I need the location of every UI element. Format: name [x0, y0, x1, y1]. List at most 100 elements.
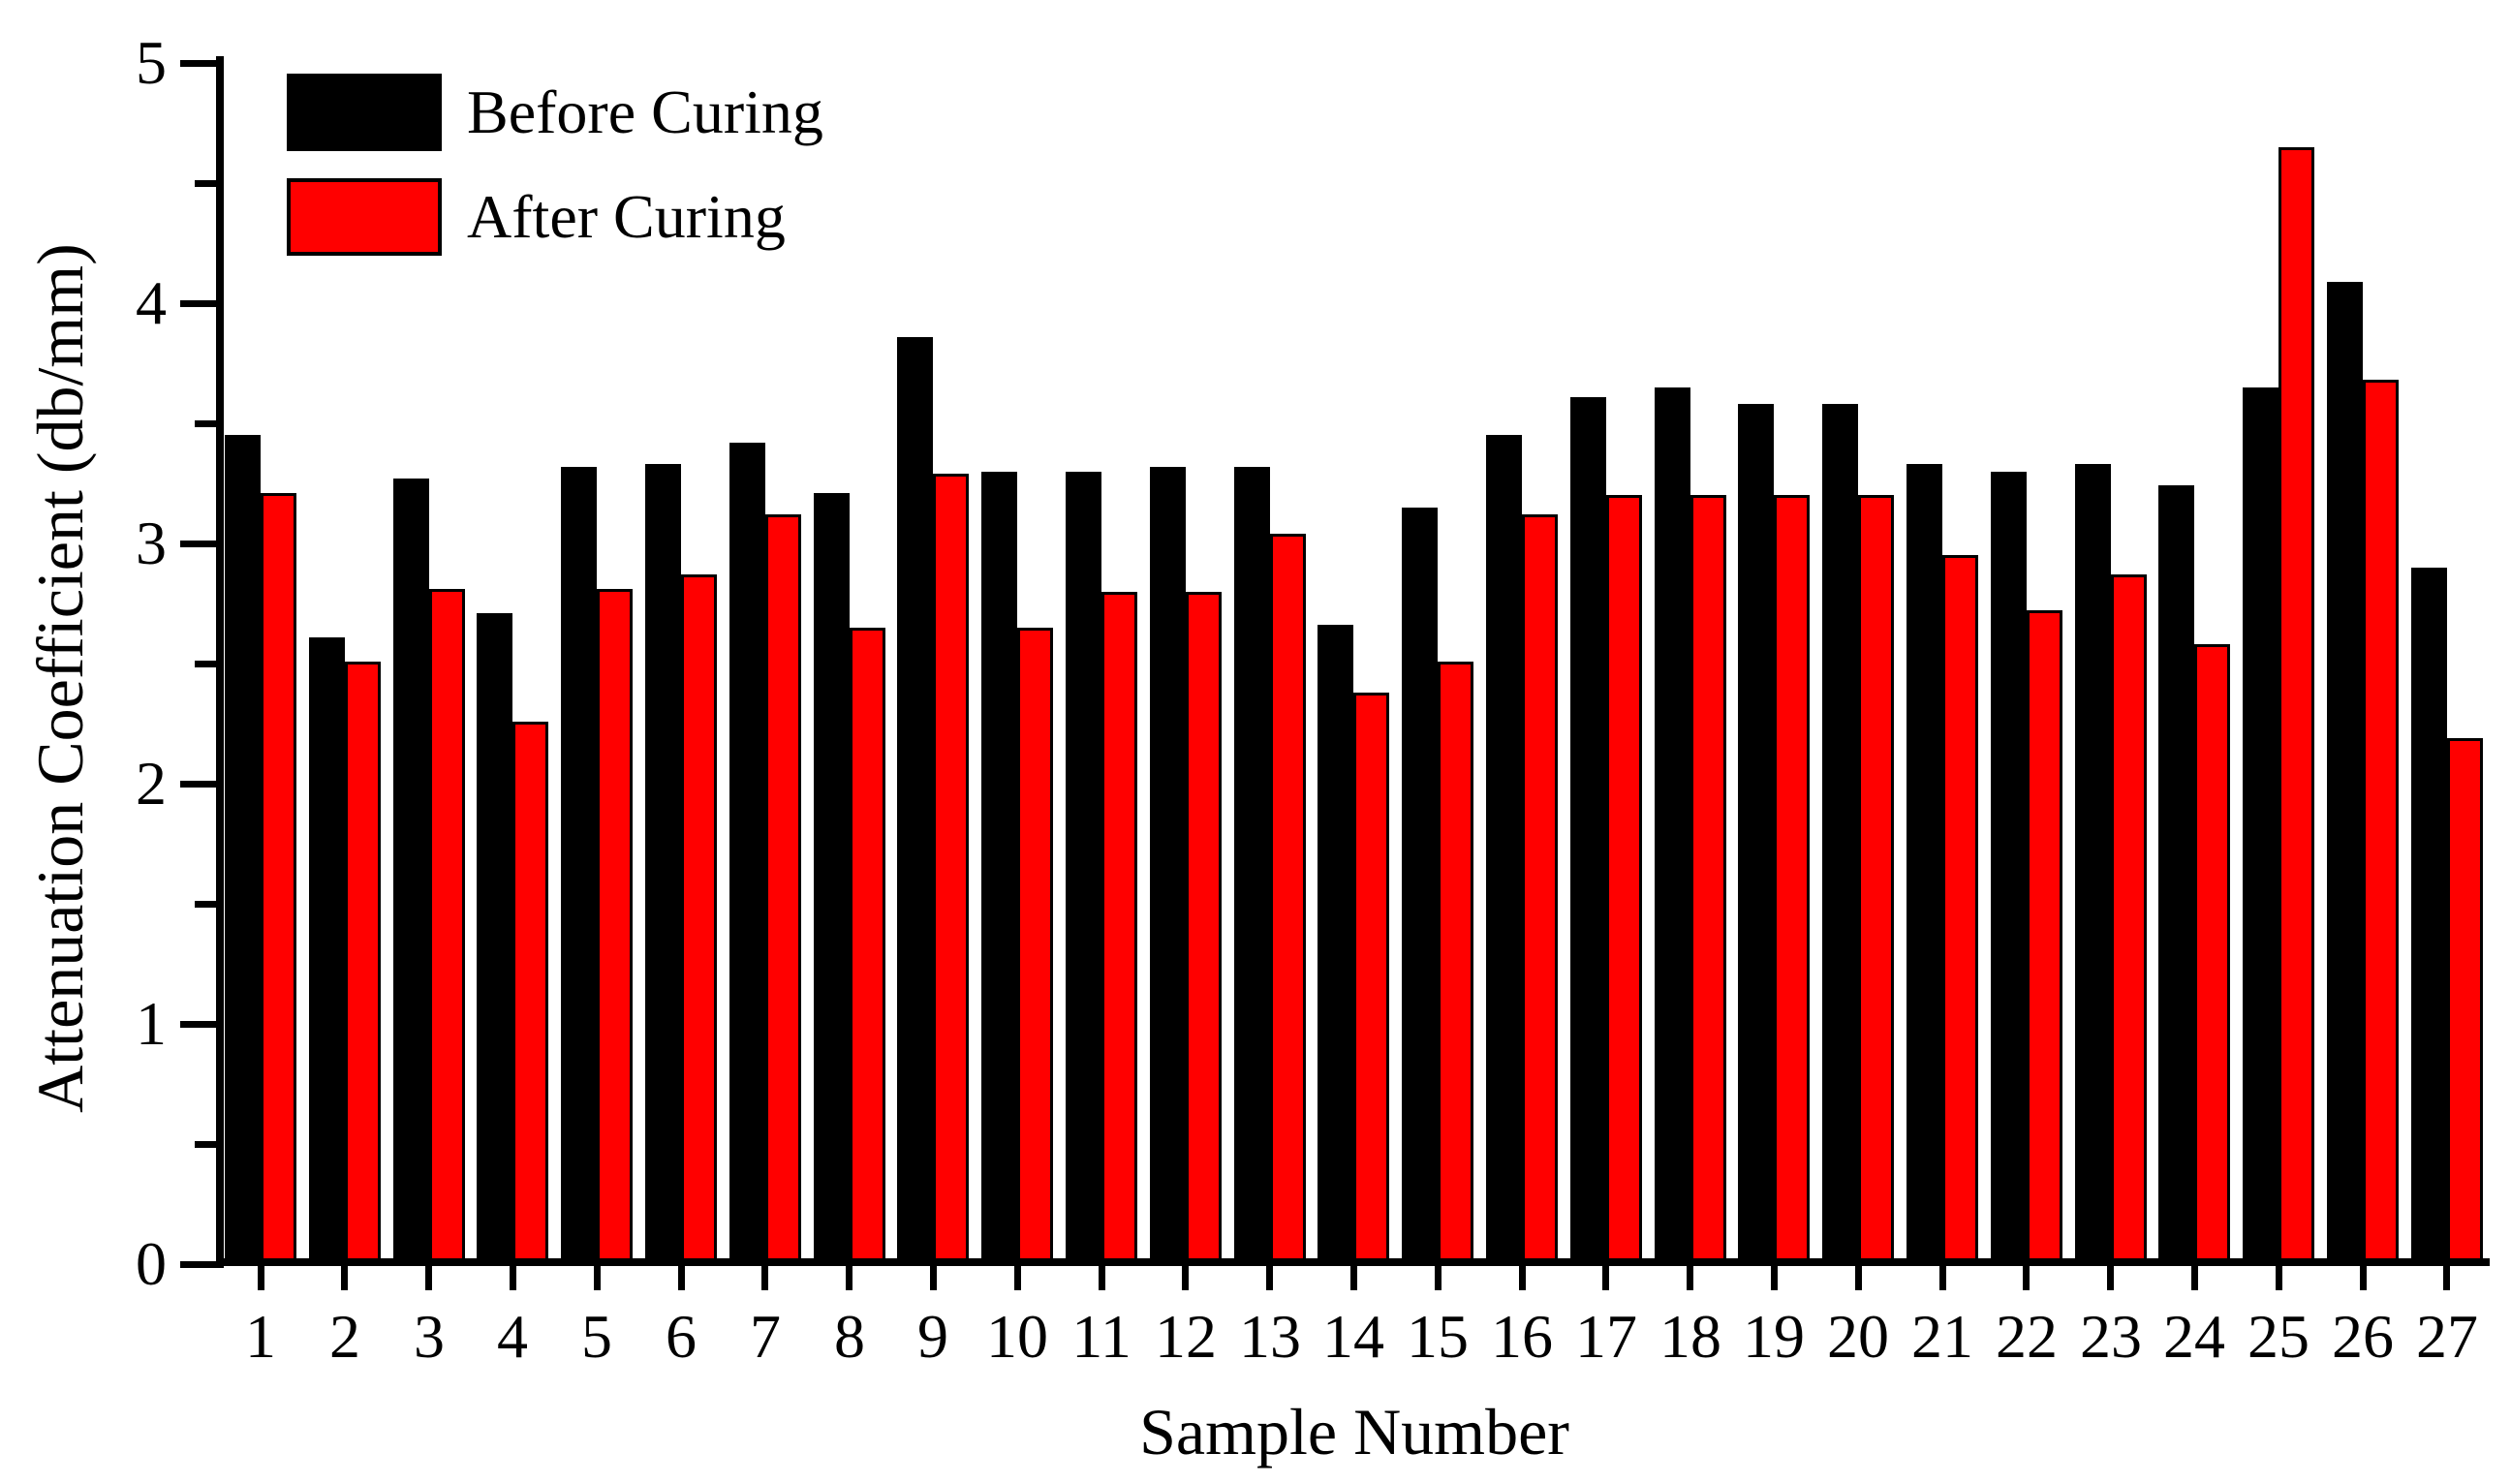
bar-before-curing-sample-23 — [2075, 464, 2111, 1264]
x-axis-title: Sample Number — [1139, 1395, 1569, 1469]
x-tick-sample-8 — [846, 1266, 852, 1290]
bar-before-curing-sample-18 — [1655, 387, 1690, 1264]
x-tick-sample-21 — [1939, 1266, 1946, 1290]
x-tick-sample-7 — [761, 1266, 768, 1290]
x-tick-label-sample-10: 10 — [986, 1302, 1048, 1371]
x-tick-label-sample-18: 18 — [1659, 1302, 1721, 1371]
bar-after-curing-sample-6 — [681, 574, 717, 1264]
x-tick-label-sample-21: 21 — [1911, 1302, 1973, 1371]
bar-after-curing-sample-4 — [512, 722, 548, 1264]
bar-before-curing-sample-1 — [225, 435, 261, 1264]
legend-label-after-curing: After Curing — [467, 182, 786, 251]
x-tick-sample-1 — [258, 1266, 264, 1290]
x-tick-sample-23 — [2107, 1266, 2114, 1290]
bar-after-curing-sample-17 — [1606, 495, 1642, 1264]
x-tick-sample-20 — [1855, 1266, 1862, 1290]
bar-before-curing-sample-5 — [561, 467, 597, 1264]
bar-before-curing-sample-21 — [1906, 464, 1942, 1264]
bar-after-curing-sample-2 — [345, 662, 381, 1264]
bar-after-curing-sample-9 — [933, 474, 969, 1264]
bar-before-curing-sample-6 — [645, 464, 681, 1264]
bar-after-curing-sample-18 — [1690, 495, 1726, 1264]
bar-after-curing-sample-3 — [429, 589, 465, 1264]
x-tick-sample-3 — [425, 1266, 432, 1290]
y-tick-label-0: 0 — [136, 1229, 167, 1298]
y-minor-tick-4.5 — [195, 180, 216, 187]
bar-after-curing-sample-15 — [1438, 662, 1473, 1264]
legend-swatch-before-curing — [287, 74, 442, 151]
bar-after-curing-sample-13 — [1270, 534, 1306, 1264]
bar-after-curing-sample-5 — [597, 589, 633, 1264]
y-major-tick-5 — [180, 60, 216, 67]
bar-after-curing-sample-21 — [1942, 555, 1978, 1264]
y-major-tick-4 — [180, 300, 216, 307]
bar-after-curing-sample-10 — [1017, 628, 1053, 1264]
x-tick-label-sample-9: 9 — [917, 1302, 948, 1371]
x-tick-label-sample-6: 6 — [666, 1302, 697, 1371]
x-tick-sample-15 — [1435, 1266, 1442, 1290]
x-tick-label-sample-1: 1 — [245, 1302, 276, 1371]
x-tick-label-sample-19: 19 — [1743, 1302, 1805, 1371]
bar-after-curing-sample-20 — [1858, 495, 1894, 1264]
x-tick-label-sample-25: 25 — [2248, 1302, 2310, 1371]
y-minor-tick-2.5 — [195, 661, 216, 667]
x-tick-sample-12 — [1182, 1266, 1189, 1290]
bar-before-curing-sample-11 — [1066, 472, 1101, 1264]
x-tick-sample-19 — [1771, 1266, 1778, 1290]
x-tick-label-sample-20: 20 — [1827, 1302, 1889, 1371]
x-tick-label-sample-8: 8 — [834, 1302, 865, 1371]
y-tick-label-1: 1 — [136, 989, 167, 1058]
bar-before-curing-sample-20 — [1822, 404, 1858, 1264]
x-tick-label-sample-3: 3 — [414, 1302, 445, 1371]
x-tick-label-sample-5: 5 — [581, 1302, 612, 1371]
x-tick-sample-27 — [2443, 1266, 2450, 1290]
y-minor-tick-0.5 — [195, 1141, 216, 1148]
x-axis-line — [216, 1258, 2490, 1266]
x-tick-label-sample-13: 13 — [1239, 1302, 1301, 1371]
bar-before-curing-sample-22 — [1991, 472, 2027, 1264]
x-tick-sample-6 — [678, 1266, 685, 1290]
bar-after-curing-sample-12 — [1186, 592, 1222, 1264]
bar-after-curing-sample-23 — [2111, 574, 2147, 1264]
bar-before-curing-sample-12 — [1150, 467, 1186, 1264]
x-tick-sample-4 — [510, 1266, 516, 1290]
x-tick-sample-5 — [594, 1266, 601, 1290]
bar-before-curing-sample-19 — [1738, 404, 1774, 1264]
bar-before-curing-sample-2 — [309, 637, 345, 1264]
x-tick-label-sample-17: 17 — [1575, 1302, 1637, 1371]
y-major-tick-3 — [180, 541, 216, 547]
x-tick-label-sample-24: 24 — [2163, 1302, 2225, 1371]
bar-before-curing-sample-4 — [477, 613, 512, 1264]
bar-after-curing-sample-14 — [1353, 693, 1389, 1264]
y-axis-line — [216, 56, 224, 1268]
x-tick-label-sample-27: 27 — [2416, 1302, 2478, 1371]
x-tick-sample-16 — [1519, 1266, 1526, 1290]
x-tick-label-sample-22: 22 — [1996, 1302, 2058, 1371]
bar-before-curing-sample-13 — [1234, 467, 1270, 1264]
x-tick-sample-10 — [1014, 1266, 1021, 1290]
bar-before-curing-sample-14 — [1318, 625, 1353, 1264]
bar-after-curing-sample-19 — [1774, 495, 1810, 1264]
x-tick-label-sample-11: 11 — [1071, 1302, 1132, 1371]
y-tick-label-3: 3 — [136, 509, 167, 577]
x-tick-label-sample-12: 12 — [1155, 1302, 1217, 1371]
x-tick-sample-11 — [1099, 1266, 1105, 1290]
x-tick-sample-24 — [2191, 1266, 2198, 1290]
bar-before-curing-sample-15 — [1402, 508, 1438, 1264]
bar-after-curing-sample-8 — [850, 628, 885, 1264]
bar-before-curing-sample-16 — [1486, 435, 1522, 1264]
bar-after-curing-sample-27 — [2447, 738, 2483, 1264]
bar-before-curing-sample-27 — [2411, 568, 2447, 1264]
x-tick-sample-18 — [1687, 1266, 1693, 1290]
y-major-tick-0 — [180, 1261, 216, 1268]
x-tick-label-sample-15: 15 — [1407, 1302, 1469, 1371]
x-tick-sample-26 — [2360, 1266, 2367, 1290]
y-tick-label-4: 4 — [136, 268, 167, 337]
bar-before-curing-sample-25 — [2243, 387, 2278, 1264]
bar-after-curing-sample-1 — [261, 493, 296, 1264]
x-tick-label-sample-14: 14 — [1322, 1302, 1384, 1371]
bar-before-curing-sample-8 — [814, 493, 850, 1264]
x-tick-label-sample-26: 26 — [2332, 1302, 2394, 1371]
bar-before-curing-sample-24 — [2158, 485, 2194, 1264]
